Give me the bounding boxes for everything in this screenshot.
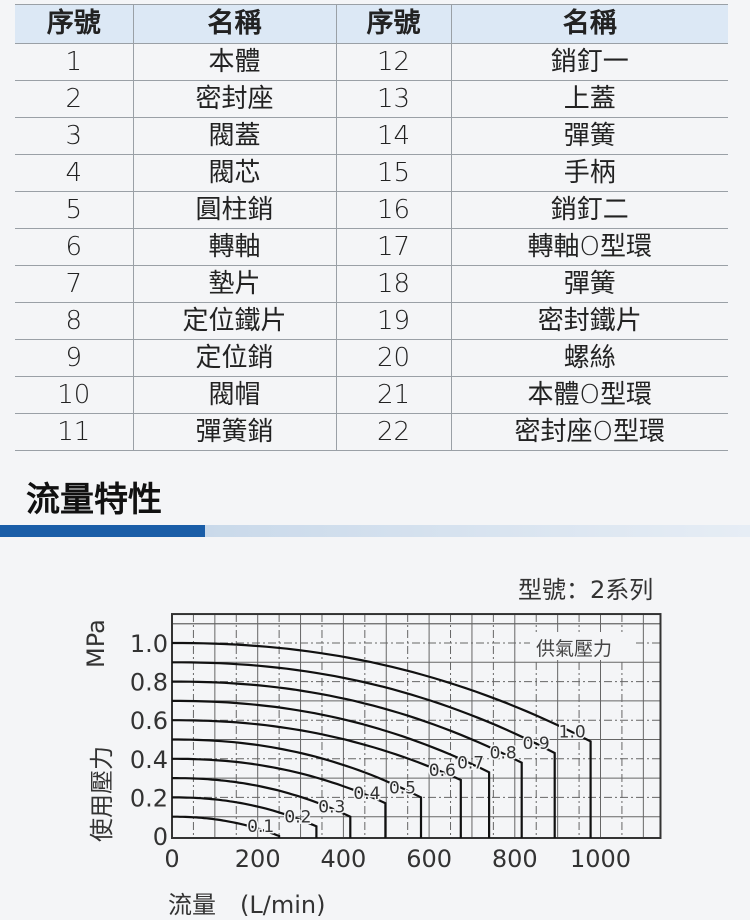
curve-label: 0.1 bbox=[247, 817, 274, 837]
part-name-cell: 彈簧銷 bbox=[132, 413, 337, 451]
part-name-cell: 墊片 bbox=[132, 265, 337, 303]
curve-0.4 bbox=[172, 757, 387, 838]
curve-1.0 bbox=[172, 641, 592, 838]
part-no-cell: 5 bbox=[15, 191, 134, 229]
part-no-cell: 22 bbox=[335, 413, 452, 451]
part-name-cell: 閥蓋 bbox=[132, 117, 337, 155]
curve-0.2 bbox=[172, 796, 318, 838]
model-label: 型號：2系列 bbox=[518, 576, 654, 604]
x-tick-label: 800 bbox=[492, 845, 538, 873]
table-row: 6 轉軸 17 轉軸O型環 bbox=[15, 228, 728, 266]
curve-label: 1.0 bbox=[559, 722, 586, 742]
part-no-cell: 1 bbox=[15, 43, 134, 81]
curve-label: 0.7 bbox=[457, 753, 484, 773]
part-no-cell: 14 bbox=[335, 117, 452, 155]
x-tick-label: 600 bbox=[406, 845, 452, 873]
table-row: 10 閥帽 21 本體O型環 bbox=[15, 376, 728, 414]
legend-bg bbox=[530, 632, 636, 660]
header-name: 名稱 bbox=[450, 4, 728, 44]
curve-0.9 bbox=[172, 661, 556, 838]
curve-label: 0.8 bbox=[490, 744, 517, 764]
curve-0.1 bbox=[172, 815, 281, 838]
part-no-cell: 18 bbox=[335, 265, 452, 303]
y-tick-label: 0.4 bbox=[130, 746, 168, 774]
header-no: 序號 bbox=[335, 4, 452, 44]
part-no-cell: 11 bbox=[15, 413, 134, 451]
table-row: 7 墊片 18 彈簧 bbox=[15, 265, 728, 303]
part-name-cell: 密封座O型環 bbox=[450, 413, 728, 451]
part-no-cell: 15 bbox=[335, 154, 452, 192]
section-title: 流量特性 bbox=[26, 480, 162, 520]
part-no-cell: 17 bbox=[335, 228, 452, 266]
curve-label: 0.2 bbox=[284, 807, 311, 827]
part-no-cell: 2 bbox=[15, 80, 134, 118]
plot-frame bbox=[171, 613, 662, 839]
table-row: 9 定位銷 20 螺絲 bbox=[15, 339, 728, 377]
curve-0.5 bbox=[172, 738, 423, 838]
section-bar-accent bbox=[0, 525, 205, 537]
y-tick-label: 0.6 bbox=[130, 707, 168, 735]
part-no-cell: 21 bbox=[335, 376, 452, 414]
curve-0.3 bbox=[172, 777, 352, 838]
table-row: 11 彈簧銷 22 密封座O型環 bbox=[15, 413, 728, 451]
header-no: 序號 bbox=[15, 4, 134, 44]
x-tick-label: 200 bbox=[235, 845, 281, 873]
part-name-cell: 密封鐵片 bbox=[450, 302, 728, 340]
y-tick-label: 1.0 bbox=[130, 630, 168, 658]
x-tick-label: 400 bbox=[320, 845, 366, 873]
part-no-cell: 13 bbox=[335, 80, 452, 118]
curve-0.7 bbox=[172, 699, 491, 838]
table-row: 3 閥蓋 14 彈簧 bbox=[15, 117, 728, 155]
x-tick-label: 0 bbox=[164, 845, 179, 873]
part-name-cell: 銷釘一 bbox=[450, 43, 728, 81]
curve-0.6 bbox=[172, 719, 462, 838]
part-name-cell: 彈簧 bbox=[450, 265, 728, 303]
curve-0.8 bbox=[172, 680, 523, 838]
part-name-cell: 閥帽 bbox=[132, 376, 337, 414]
part-no-cell: 12 bbox=[335, 43, 452, 81]
x-tick-label: 1000 bbox=[570, 845, 631, 873]
curve-label: 0.3 bbox=[318, 798, 345, 818]
curve-label: 0.6 bbox=[429, 761, 456, 781]
part-name-cell: 轉軸O型環 bbox=[450, 228, 728, 266]
section-bar bbox=[205, 525, 750, 537]
part-name-cell: 定位鐵片 bbox=[132, 302, 337, 340]
part-name-cell: 彈簧 bbox=[450, 117, 728, 155]
curve-label: 0.9 bbox=[523, 734, 550, 754]
legend-title: 供氣壓力 bbox=[536, 638, 612, 660]
part-no-cell: 16 bbox=[335, 191, 452, 229]
y-tick-label: 0.8 bbox=[130, 669, 168, 697]
part-name-cell: 本體O型環 bbox=[450, 376, 728, 414]
y-tick-label: 0 bbox=[153, 823, 168, 851]
parts-table: 序號 名稱 序號 名稱 1 本體 12 銷釘一 2 密封座 13 上蓋 3 閥蓋 14 彈簧 4 閥芯 15… bbox=[15, 4, 728, 451]
x-axis-label: 流量 (L/min) bbox=[168, 891, 326, 919]
curve-label: 0.5 bbox=[389, 778, 416, 798]
table-row: 1 本體 12 銷釘一 bbox=[15, 43, 728, 81]
part-name-cell: 轉軸 bbox=[132, 228, 337, 266]
part-name-cell: 圓柱銷 bbox=[132, 191, 337, 229]
part-name-cell: 螺絲 bbox=[450, 339, 728, 377]
curve-label: 0.4 bbox=[353, 784, 380, 804]
y-tick-label: 0.2 bbox=[130, 784, 168, 812]
part-name-cell: 定位銷 bbox=[132, 339, 337, 377]
